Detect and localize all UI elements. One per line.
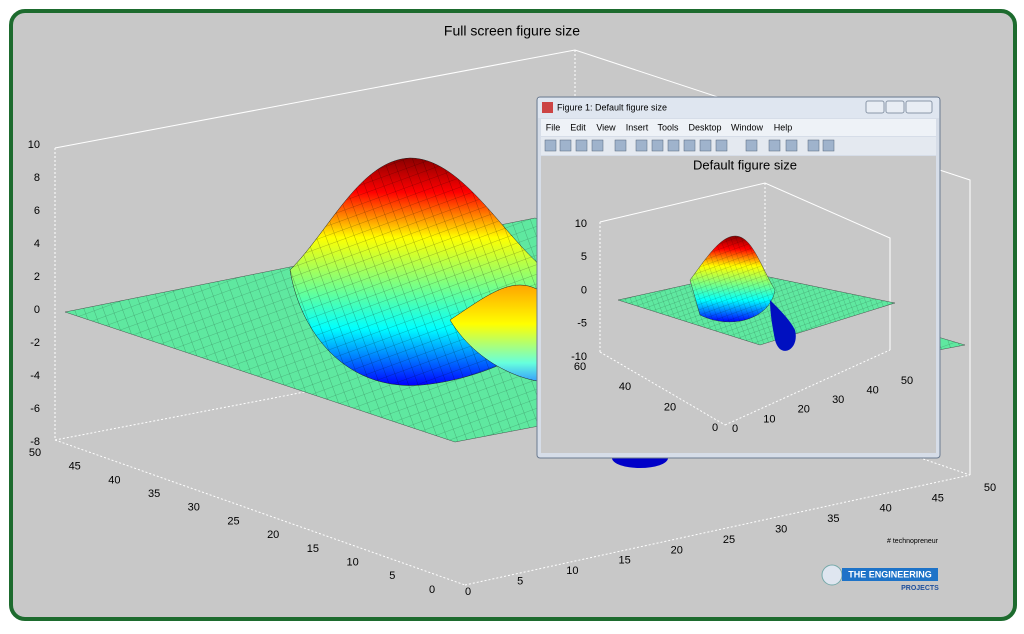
menu-item[interactable]: Edit xyxy=(570,122,586,132)
x-tick-label: 50 xyxy=(901,375,913,387)
menu-item[interactable]: Tools xyxy=(657,122,679,132)
toolbar-button[interactable] xyxy=(807,139,820,152)
toolbar-button[interactable] xyxy=(635,139,648,152)
y-tick-label: 0 xyxy=(429,584,435,596)
menu-item[interactable]: File xyxy=(546,122,561,132)
x-tick-label: 45 xyxy=(932,492,944,504)
menu-item[interactable]: Help xyxy=(774,122,793,132)
z-tick-label: 8 xyxy=(34,172,40,184)
toolbar-button[interactable] xyxy=(544,139,557,152)
x-tick-label: 30 xyxy=(832,394,844,406)
menu: File Edit View Insert Tools Desktop Window Help xyxy=(546,122,793,132)
z-tick-label: -5 xyxy=(577,318,587,330)
x-tick-label: 50 xyxy=(984,482,996,494)
logo-icon xyxy=(821,564,843,586)
logo-name: THE ENGINEERING xyxy=(848,569,932,579)
x-tick-label: 35 xyxy=(827,513,839,525)
x-tick-label: 0 xyxy=(732,423,738,435)
y-tick-label: 20 xyxy=(664,402,676,414)
minimize-button[interactable] xyxy=(865,100,885,114)
z-tick-label: 0 xyxy=(34,304,40,316)
menu-item[interactable]: Insert xyxy=(626,122,649,132)
logo: # technopreneur THE ENGINEERING PROJECTS xyxy=(821,538,939,592)
main-title: Full screen figure size xyxy=(444,23,580,39)
y-tick-label: 0 xyxy=(712,422,718,434)
x-tick-label: 10 xyxy=(763,413,775,425)
x-tick-label: 5 xyxy=(517,576,523,588)
toolbar-button[interactable] xyxy=(822,139,835,152)
toolbar-button[interactable] xyxy=(667,139,680,152)
z-tick-label: 5 xyxy=(581,251,587,263)
maximize-button[interactable] xyxy=(885,100,905,114)
logo-band xyxy=(842,568,938,581)
x-tick-label: 15 xyxy=(618,555,630,567)
menu-item[interactable]: Window xyxy=(731,122,764,132)
logo-sub: PROJECTS xyxy=(901,585,939,592)
x-tick-label: 0 xyxy=(465,586,471,598)
toolbar-button[interactable] xyxy=(651,139,664,152)
toolbar-icons xyxy=(544,139,835,152)
menu-item[interactable]: View xyxy=(596,122,616,132)
window-icon xyxy=(542,102,553,113)
x-tick-label: 40 xyxy=(879,503,891,515)
toolbar-button[interactable] xyxy=(768,139,781,152)
y-tick-label: 60 xyxy=(574,361,586,373)
toolbar-button[interactable] xyxy=(699,139,712,152)
z-tick-label: -6 xyxy=(30,403,40,415)
x-tick-label: 20 xyxy=(798,404,810,416)
z-tick-label: -2 xyxy=(30,337,40,349)
y-tick-label: 25 xyxy=(227,515,239,527)
y-tick-label: 30 xyxy=(188,502,200,514)
z-tick-label: 6 xyxy=(34,205,40,217)
figure-title: Default figure size xyxy=(693,157,797,172)
z-tick-label: -4 xyxy=(30,370,40,382)
y-tick-label: 10 xyxy=(346,557,358,569)
z-tick-label: -10 xyxy=(571,351,587,363)
z-tick-label: 10 xyxy=(28,139,40,151)
toolbar-button[interactable] xyxy=(559,139,572,152)
figure-window: Figure 1: Default figure size File Edit Vi… xyxy=(536,96,941,459)
inner-trough xyxy=(770,300,796,351)
toolbar-button[interactable] xyxy=(715,139,728,152)
menu-item[interactable]: Desktop xyxy=(688,122,721,132)
z-tick-label: 2 xyxy=(34,271,40,283)
x-tick-label: 25 xyxy=(723,534,735,546)
title-bar xyxy=(538,98,939,118)
toolbar-button[interactable] xyxy=(745,139,758,152)
x-tick-label: 10 xyxy=(566,565,578,577)
toolbar-button[interactable] xyxy=(785,139,798,152)
z-tick-label: 0 xyxy=(581,284,587,296)
z-tick-label: -8 xyxy=(30,436,40,448)
y-tick-label: 50 xyxy=(29,447,41,459)
y-tick-label: 40 xyxy=(619,381,631,393)
toolbar-button[interactable] xyxy=(591,139,604,152)
y-tick-label: 45 xyxy=(69,461,81,473)
toolbar-button[interactable] xyxy=(683,139,696,152)
inner-peak-mesh xyxy=(690,236,775,322)
window-title: Figure 1: Default figure size xyxy=(557,102,667,112)
z-tick-label: 10 xyxy=(575,218,587,230)
x-tick-label: 30 xyxy=(775,524,787,536)
close-button[interactable] xyxy=(905,100,933,114)
x-tick-label: 20 xyxy=(671,544,683,556)
y-tick-label: 40 xyxy=(108,474,120,486)
y-tick-label: 35 xyxy=(148,488,160,500)
y-tick-label: 15 xyxy=(307,543,319,555)
z-tick-label: 4 xyxy=(34,238,40,250)
toolbar-button[interactable] xyxy=(575,139,588,152)
logo-tag: # technopreneur xyxy=(887,538,939,545)
toolbar-button[interactable] xyxy=(614,139,627,152)
y-tick-label: 20 xyxy=(267,529,279,541)
menu-bar xyxy=(541,119,936,136)
x-tick-label: 40 xyxy=(866,385,878,397)
y-tick-label: 5 xyxy=(389,570,395,582)
